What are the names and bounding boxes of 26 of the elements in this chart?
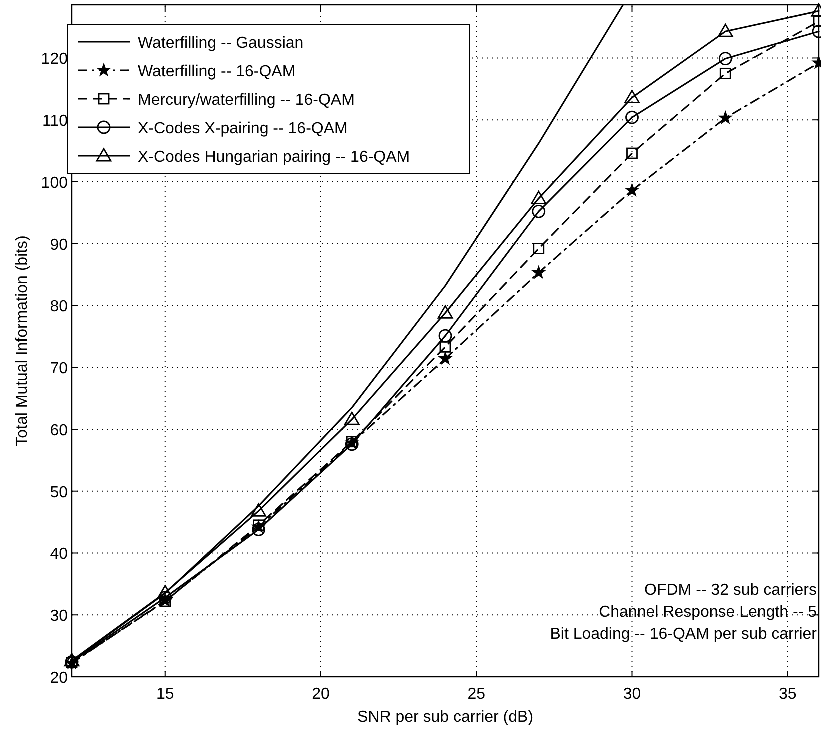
y-tick-label: 120 xyxy=(41,51,68,68)
legend-label: X-Codes X-pairing -- 16-QAM xyxy=(138,120,348,138)
x-tick-label: 30 xyxy=(623,686,642,703)
y-tick-label: 90 xyxy=(50,236,68,254)
legend-label: X-Codes Hungarian pairing -- 16-QAM xyxy=(138,149,410,166)
x-tick-label: 25 xyxy=(468,686,486,703)
legend-label: Waterfilling -- 16-QAM xyxy=(138,64,296,80)
x-axis-title: SNR per sub carrier (dB) xyxy=(357,709,534,726)
y-tick-label: 80 xyxy=(50,298,68,316)
y-tick-label: 70 xyxy=(50,360,68,378)
annotation: OFDM -- 32 sub carriers xyxy=(644,582,817,599)
y-tick-label: 30 xyxy=(50,608,68,626)
annotation: Channel Response Length -- 5 xyxy=(599,604,818,621)
annotation: Bit Loading -- 16-QAM per sub carrier xyxy=(550,626,818,643)
x-tick-label: 35 xyxy=(778,686,797,703)
legend-label: Mercury/waterfilling -- 16-QAM xyxy=(138,92,355,109)
y-tick-label: 100 xyxy=(41,174,68,192)
y-tick-label: 60 xyxy=(50,422,68,440)
legend-label: Waterfilling -- Gaussian xyxy=(138,35,304,52)
y-tick-label: 40 xyxy=(50,546,68,564)
x-tick-label: 20 xyxy=(312,686,330,703)
y-tick-label: 110 xyxy=(42,113,68,130)
y-tick-label: 50 xyxy=(50,484,68,502)
y-tick-label: 20 xyxy=(50,670,68,687)
y-axis-title: Total Mutual Information (bits) xyxy=(14,236,31,446)
x-tick-label: 15 xyxy=(156,686,174,703)
